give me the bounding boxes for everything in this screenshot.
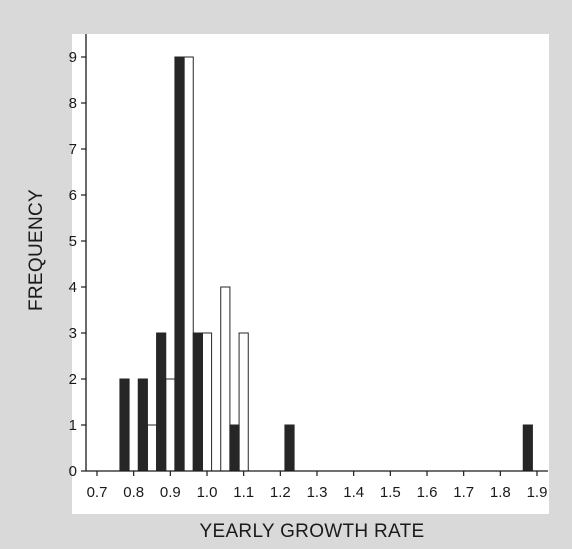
filled-bar-1.075 [229, 424, 240, 472]
x-tick-label-1.7: 1.7 [453, 484, 474, 501]
y-tick-label-3: 3 [69, 325, 77, 342]
x-tick-label-0.8: 0.8 [123, 484, 144, 501]
x-tick-label-1.3: 1.3 [307, 484, 328, 501]
y-tick-label-6: 6 [69, 187, 77, 204]
filled-bar-0.975 [192, 332, 203, 472]
y-tick-label-7: 7 [69, 141, 77, 158]
filled-bar-0.925 [174, 56, 185, 472]
y-tick-label-2: 2 [69, 371, 77, 388]
axes-layer: 0 1 2 3 4 5 6 7 8 9 0.7 0.8 0.9 1.0 1.1 1.2 1.3 1.4 1.5 1.6… [69, 34, 548, 501]
filled-bar-0.825 [137, 378, 148, 472]
filled-bar-0.875 [156, 332, 167, 472]
y-tick-label-5: 5 [69, 233, 77, 250]
y-tick-label-0: 0 [69, 463, 77, 480]
filled-bar-0.775 [119, 378, 130, 472]
x-tick-label-1.1: 1.1 [233, 484, 254, 501]
y-tick-label-9: 9 [69, 49, 77, 66]
x-tick-label-0.7: 0.7 [87, 484, 108, 501]
filled-bar-1.225 [284, 424, 295, 472]
y-tick-label-1: 1 [69, 417, 77, 434]
x-tick-label-1.2: 1.2 [270, 484, 291, 501]
y-axis-label: FREQUENCY [26, 189, 47, 311]
open-bar-0.85 [146, 424, 158, 472]
open-bar-0.95 [183, 56, 194, 472]
x-tick-label-1.0: 1.0 [197, 484, 218, 501]
y-tick-label-8: 8 [69, 95, 77, 112]
x-tick-label-1.8: 1.8 [490, 484, 511, 501]
x-tick-label-1.5: 1.5 [380, 484, 401, 501]
open-bar-1.1 [238, 332, 249, 472]
filled-bar-1.875 [522, 424, 533, 472]
open-bar-1.05 [220, 286, 231, 472]
x-tick-label-1.4: 1.4 [343, 484, 364, 501]
x-tick-label-1.6: 1.6 [417, 484, 438, 501]
x-axis-label: YEARLY GROWTH RATE [200, 521, 425, 542]
open-bar-1 [201, 332, 213, 472]
x-tick-label-0.9: 0.9 [160, 484, 181, 501]
y-tick-label-4: 4 [69, 279, 77, 296]
open-bar-0.9 [165, 378, 176, 472]
x-tick-label-1.9: 1.9 [527, 484, 548, 501]
